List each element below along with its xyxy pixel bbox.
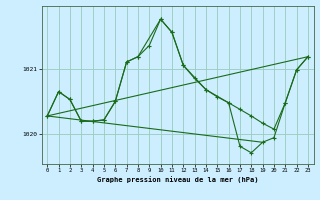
X-axis label: Graphe pression niveau de la mer (hPa): Graphe pression niveau de la mer (hPa) bbox=[97, 176, 258, 183]
